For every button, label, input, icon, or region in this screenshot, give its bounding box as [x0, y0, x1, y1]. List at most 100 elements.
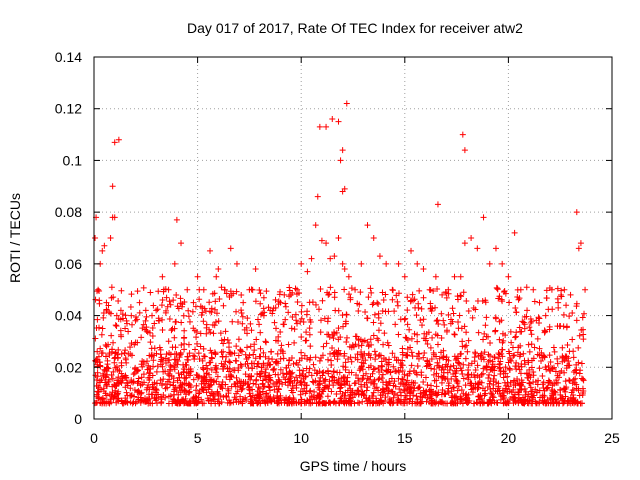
scatter-point-bg: [216, 296, 223, 303]
axis-ticks: 0 5 10 15 20 25 0 0.02 0.04 0.06 0.08 0.1 0.12 0.14: [55, 49, 620, 446]
scatter-point-bg: [324, 393, 331, 400]
scatter-point-bg: [112, 387, 119, 394]
scatter-point-bg: [497, 367, 504, 374]
scatter-point-bg: [441, 390, 448, 397]
scatter-point: [316, 123, 323, 130]
scatter-point: [335, 118, 342, 125]
scatter-point-bg: [483, 363, 490, 370]
scatter-point-bg: [545, 362, 552, 369]
scatter-point-bg: [292, 285, 299, 292]
scatter-point-bg: [274, 388, 281, 395]
scatter-point-bg: [375, 376, 382, 383]
scatter-point-bg: [220, 363, 227, 370]
scatter-point-bg: [271, 319, 278, 326]
scatter-point-bg: [103, 383, 110, 390]
scatter-point-bg: [518, 363, 525, 370]
scatter-point-bg: [304, 308, 311, 315]
scatter-point-bg: [280, 321, 287, 328]
scatter-point-bg: [465, 367, 472, 374]
scatter-point-bg: [550, 391, 557, 398]
scatter-point-bg: [555, 304, 562, 311]
scatter-point-bg: [566, 313, 573, 320]
scatter-point-bg: [270, 366, 277, 373]
scatter-point-bg: [99, 400, 106, 407]
scatter-point-bg: [325, 291, 332, 298]
scatter-point-bg: [456, 360, 463, 367]
scatter-point-bg: [505, 383, 512, 390]
scatter-point-bg: [523, 284, 530, 291]
scatter-point-bg: [215, 318, 222, 325]
scatter-point-bg: [371, 348, 378, 355]
scatter-point: [329, 116, 336, 123]
scatter-point: [582, 286, 589, 293]
scatter-point-bg: [198, 380, 205, 387]
scatter-point-bg: [103, 398, 110, 405]
scatter-point-bg: [359, 376, 366, 383]
scatter-point: [542, 312, 549, 319]
scatter-point-bg: [424, 358, 431, 365]
scatter-point-bg: [115, 316, 122, 323]
scatter-point-bg: [172, 356, 179, 363]
scatter-point-bg: [208, 366, 215, 373]
scatter-point-bg: [324, 367, 331, 374]
scatter-point-bg: [501, 379, 508, 386]
scatter-point-bg: [542, 364, 549, 371]
scatter-point-bg: [203, 389, 210, 396]
scatter-point-bg: [267, 393, 274, 400]
scatter-point-bg: [105, 341, 112, 348]
scatter-point-bg: [201, 374, 208, 381]
scatter-point-bg: [463, 391, 470, 398]
scatter-point-bg: [344, 374, 351, 381]
scatter-point-bg: [306, 369, 313, 376]
scatter-point-bg: [465, 337, 472, 344]
scatter-point-bg: [167, 381, 174, 388]
scatter-point-bg: [333, 391, 340, 398]
scatter-point-bg: [351, 391, 358, 398]
scatter-point-bg: [211, 306, 218, 313]
scatter-point-bg: [416, 287, 423, 294]
scatter-point-bg: [449, 318, 456, 325]
scatter-point-bg: [451, 331, 458, 338]
scatter-point-bg: [235, 367, 242, 374]
scatter-point-bg: [565, 397, 572, 404]
scatter-point-bg: [506, 299, 513, 306]
scatter-point-bg: [302, 390, 309, 397]
scatter-point-bg: [359, 398, 366, 405]
scatter-point-bg: [347, 385, 354, 392]
scatter-point-bg: [94, 361, 101, 368]
scatter-point-bg: [566, 377, 573, 384]
scatter-point-bg: [237, 346, 244, 353]
scatter-point-bg: [276, 378, 283, 385]
scatter-point-bg: [404, 400, 411, 407]
scatter-point-bg: [346, 343, 353, 350]
scatter-point-bg: [223, 290, 230, 297]
scatter-point-bg: [451, 353, 458, 360]
scatter-point-bg: [233, 358, 240, 365]
scatter-point-bg: [569, 336, 576, 343]
scatter-point-bg: [284, 382, 291, 389]
scatter-point-bg: [464, 348, 471, 355]
scatter-point-bg: [404, 294, 411, 301]
scatter-point-bg: [298, 333, 305, 340]
scatter-point-bg: [519, 318, 526, 325]
scatter-point-bg: [468, 371, 475, 378]
scatter-point: [117, 307, 124, 314]
scatter-point-bg: [330, 335, 337, 342]
scatter-point-bg: [285, 395, 292, 402]
scatter-point-bg: [97, 345, 104, 352]
y-tick-label: 0.04: [55, 308, 82, 324]
scatter-point-bg: [418, 305, 425, 312]
x-tick-label: 5: [194, 430, 202, 446]
scatter-point-bg: [235, 319, 242, 326]
scatter-point: [92, 235, 99, 241]
scatter-point-bg: [99, 325, 106, 332]
scatter-point-bg: [449, 400, 456, 407]
scatter-point-bg: [549, 306, 556, 313]
scatter-point: [308, 255, 315, 262]
scatter-point-bg: [140, 321, 147, 328]
scatter-point-bg: [145, 369, 152, 376]
scatter-point-bg: [570, 392, 577, 399]
scatter-point-bg: [247, 320, 254, 327]
scatter-point-bg: [287, 373, 294, 380]
scatter-point-bg: [488, 366, 495, 373]
